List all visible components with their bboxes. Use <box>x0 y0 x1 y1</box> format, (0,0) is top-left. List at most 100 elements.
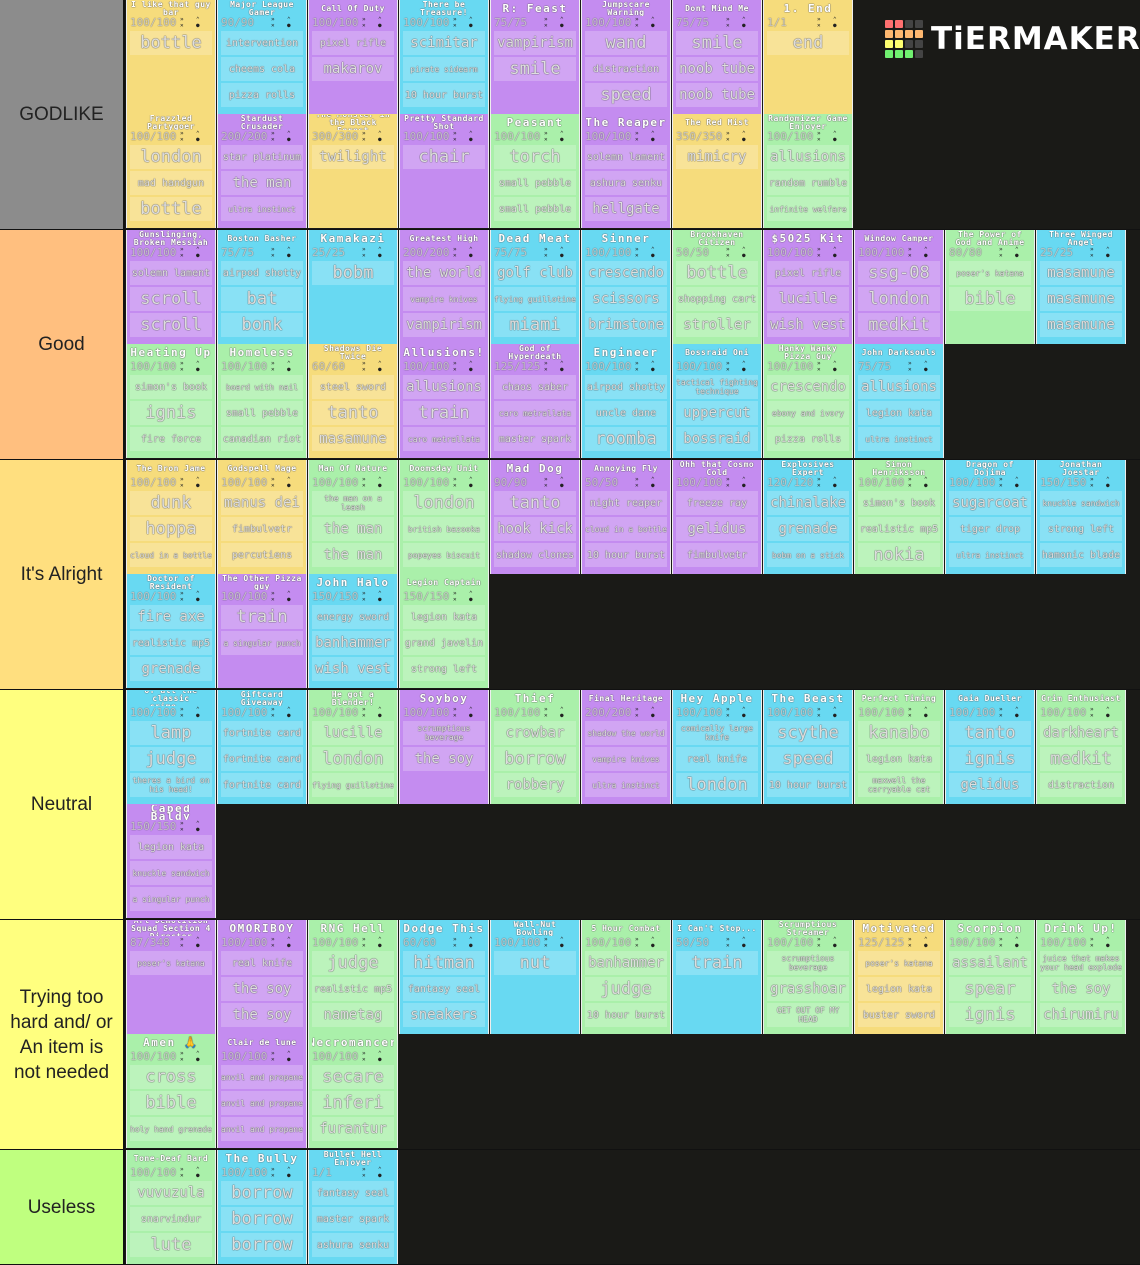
item-slot[interactable]: juice that makes your head explode <box>1040 951 1122 975</box>
item-slot[interactable]: tanto <box>949 721 1031 745</box>
item-slot[interactable]: ebony and ivory <box>767 401 849 425</box>
item-slot[interactable]: judge <box>130 747 212 771</box>
character-card[interactable]: Stardust Crusader 200/200» ⌃ ✕ ● star platinu… <box>217 114 307 228</box>
item-slot[interactable]: golf club <box>494 261 576 285</box>
character-card[interactable]: Peasant 100/100» ⌃ ✕ ● torch small pebble small… <box>490 114 580 228</box>
item-slot[interactable]: anvil and propane <box>221 1091 303 1115</box>
item-slot[interactable]: lute <box>130 1233 212 1257</box>
item-slot[interactable]: cloud in a bottle <box>585 517 667 541</box>
item-slot[interactable]: legion kata <box>403 605 485 629</box>
item-slot[interactable]: caro metrallata <box>494 401 576 425</box>
character-card[interactable]: The Reaper 100/100» ⌃ ✕ ● solemn lament ashura… <box>581 114 671 228</box>
item-slot[interactable]: makarov <box>312 57 394 81</box>
item-slot[interactable]: noob tube <box>676 83 758 107</box>
item-slot[interactable]: scythe <box>767 721 849 745</box>
character-card[interactable]: Soyboy 100/100» ⌃ ✕ ● scrumptious beverage the… <box>399 690 489 804</box>
character-card[interactable]: Randomizer Game Enjoyer 100/100» ⌃ ✕ ● allusi… <box>763 114 853 228</box>
item-slot[interactable]: chinalake <box>767 491 849 515</box>
item-slot[interactable]: fire axe <box>130 605 212 629</box>
item-slot[interactable]: night reaper <box>585 491 667 515</box>
item-slot[interactable]: ignis <box>949 1003 1031 1027</box>
item-slot[interactable]: chaos saber <box>494 375 576 399</box>
tier-label[interactable]: Trying too hard and/ or An item is not n… <box>0 920 125 1149</box>
item-slot[interactable]: pixel rifle <box>312 31 394 55</box>
character-card[interactable]: Window Camper 100/100» ⌃ ✕ ● ssg-08 london medk… <box>854 230 944 344</box>
character-card[interactable]: Hey Apple 100/100» ⌃ ✕ ● comically large knif… <box>672 690 762 804</box>
item-slot[interactable]: assailant <box>949 951 1031 975</box>
character-card[interactable]: Bullet Hell Enjoyer 1/1 » ⌃ ✕ ● fantasy seal ma… <box>308 1150 398 1264</box>
item-slot[interactable]: masamune <box>1040 261 1122 285</box>
item-slot[interactable]: star platinum <box>221 145 303 169</box>
item-slot[interactable]: realistic mp5 <box>312 977 394 1001</box>
item-slot[interactable]: maxwell the carryable cat <box>858 773 940 797</box>
item-slot[interactable]: ashura senku <box>585 171 667 195</box>
item-slot[interactable]: crowbar <box>494 721 576 745</box>
item-slot[interactable]: wish vest <box>767 313 849 337</box>
item-slot[interactable]: furantur <box>312 1117 394 1141</box>
item-slot[interactable]: lucille <box>312 721 394 745</box>
item-slot[interactable]: train <box>676 951 758 975</box>
character-card[interactable]: John Halo 150/150» ⌃ ✕ ● energy sword banhamme… <box>308 574 398 688</box>
character-card[interactable]: Doctor of Resident 100/100» ⌃ ✕ ● fire axe rea… <box>126 574 216 688</box>
item-slot[interactable]: tanto <box>312 401 394 425</box>
item-slot[interactable]: fortnite card <box>221 773 303 797</box>
tier-label[interactable]: Useless <box>0 1150 125 1264</box>
item-slot[interactable]: ultra instinct <box>858 427 940 451</box>
item-slot[interactable]: poser's katana <box>858 951 940 975</box>
item-slot[interactable]: medkit <box>1040 747 1122 771</box>
item-slot[interactable]: comically large knife <box>676 721 758 745</box>
item-slot[interactable]: tiger drop <box>949 517 1031 541</box>
item-slot[interactable]: the man <box>312 517 394 541</box>
item-slot[interactable]: 10 hour burst <box>403 83 485 107</box>
item-slot[interactable]: allusions <box>767 145 849 169</box>
item-slot[interactable]: scimitar <box>403 31 485 55</box>
item-slot[interactable]: canadian riot <box>221 427 303 451</box>
item-slot[interactable]: gelidus <box>949 773 1031 797</box>
item-slot[interactable]: the soy <box>221 1003 303 1027</box>
character-card[interactable]: Allusions! 100/100» ⌃ ✕ ● allusions train caro … <box>399 344 489 458</box>
character-card[interactable]: The Bully 100/100» ⌃ ✕ ● borrow borrow borrow <box>217 1150 307 1264</box>
item-slot[interactable]: vampirism <box>403 313 485 337</box>
item-slot[interactable]: bible <box>130 1091 212 1115</box>
item-slot[interactable]: the man <box>312 543 394 567</box>
character-card[interactable]: Annoying Fly 50/50 » ⌃ ✕ ● night reaper cloud i… <box>581 460 671 574</box>
item-slot[interactable]: GET OUT OF MY HEAD <box>767 1003 849 1027</box>
character-card[interactable]: 5 Hour Combat 100/100» ⌃ ✕ ● banhammer judge 10… <box>581 920 671 1034</box>
item-slot[interactable]: end <box>767 31 849 55</box>
character-card[interactable]: Wall-Nut Bowling 100/100» ⌃ ✕ ● nut <box>490 920 580 1034</box>
item-slot[interactable]: grasshoar <box>767 977 849 1001</box>
item-slot[interactable]: masamune <box>1040 313 1122 337</box>
character-card[interactable]: Clair de lune 100/100» ⌃ ✕ ● anvil and propan… <box>217 1034 307 1148</box>
character-card[interactable]: Grim Enthusiast 100/100» ⌃ ✕ ● darkheart medki… <box>1036 690 1126 804</box>
item-slot[interactable]: borrow <box>494 747 576 771</box>
character-card[interactable]: Scorpion 100/100» ⌃ ✕ ● assailant spear ignis <box>945 920 1035 1034</box>
item-slot[interactable]: vampire knives <box>585 747 667 771</box>
item-slot[interactable]: scrumptious beverage <box>403 721 485 745</box>
item-slot[interactable]: lucille <box>767 287 849 311</box>
item-slot[interactable]: random rumble <box>767 171 849 195</box>
item-slot[interactable]: tactical fighting technique <box>676 375 758 399</box>
character-card[interactable]: Kamakazi 25/25 » ⌃ ✕ ● bobm <box>308 230 398 344</box>
character-card[interactable]: There be Treasure! 100/100» ⌃ ✕ ● scimitar pir… <box>399 0 489 114</box>
item-slot[interactable]: hamonic blade <box>1040 543 1122 567</box>
item-slot[interactable]: mimicry <box>676 145 758 169</box>
item-slot[interactable]: scrumptious beverage <box>767 951 849 975</box>
item-slot[interactable]: caro metrallata <box>403 427 485 451</box>
character-card[interactable]: Gunslinging, Broken Messiah 100/100» ⌃ ✕ ● so… <box>126 230 216 344</box>
character-card[interactable]: Legion Captain 150/150» ⌃ ✕ ● legion kata gran… <box>399 574 489 688</box>
character-card[interactable]: Dragon of Dojima 100/100» ⌃ ✕ ● sugarcoat tige… <box>945 460 1035 574</box>
character-card[interactable]: Motivated 125/125» ⌃ ✕ ● poser's katana legion… <box>854 920 944 1034</box>
item-slot[interactable]: borrow <box>221 1207 303 1231</box>
item-slot[interactable]: chirumiru <box>1040 1003 1122 1027</box>
item-slot[interactable]: strong left <box>1040 517 1122 541</box>
item-slot[interactable]: freeze ray <box>676 491 758 515</box>
item-slot[interactable]: fire force <box>130 427 212 451</box>
item-slot[interactable]: bobm <box>312 261 394 285</box>
character-card[interactable]: Sinner 100/100» ⌃ ✕ ● crescendo scissors brimst… <box>581 230 671 344</box>
item-slot[interactable]: brimstone <box>585 313 667 337</box>
item-slot[interactable]: spear <box>949 977 1031 1001</box>
character-card[interactable]: Bossraid Oni 100/100» ⌃ ✕ ● tactical fighting… <box>672 344 762 458</box>
item-slot[interactable]: legion kata <box>858 977 940 1001</box>
item-slot[interactable]: sugarcoat <box>949 491 1031 515</box>
